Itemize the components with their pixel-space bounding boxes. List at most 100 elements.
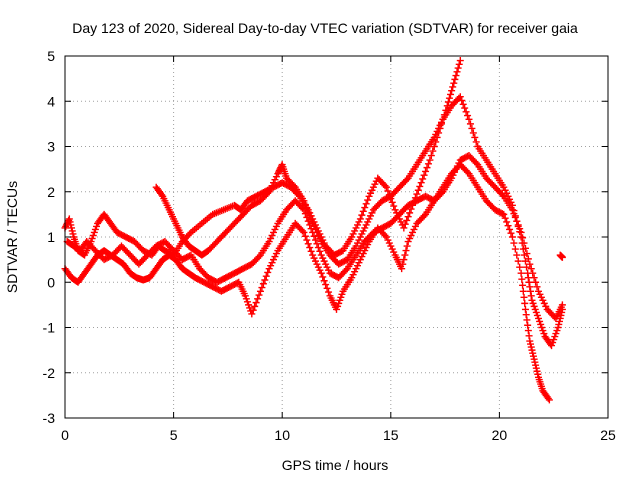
x-tick-label: 10 xyxy=(274,427,290,443)
data-point xyxy=(359,207,367,215)
data-point xyxy=(312,236,320,244)
data-point xyxy=(298,204,306,212)
data-point xyxy=(472,138,480,146)
data-point xyxy=(437,189,445,197)
data-point xyxy=(526,260,534,268)
data-point xyxy=(455,60,463,68)
data-point xyxy=(256,287,264,295)
data-point xyxy=(519,281,527,289)
data-point xyxy=(529,269,537,277)
data-point xyxy=(444,98,452,106)
data-point xyxy=(510,210,518,218)
data-point xyxy=(419,175,427,183)
data-point xyxy=(532,278,540,286)
data-point xyxy=(254,295,262,303)
data-point xyxy=(400,256,408,264)
data-point xyxy=(466,120,474,128)
data-point xyxy=(313,240,321,248)
data-point xyxy=(252,299,260,307)
data-point xyxy=(519,234,527,242)
data-point xyxy=(307,225,315,233)
data-point xyxy=(510,239,518,247)
data-point xyxy=(520,239,528,247)
y-tick-label: 3 xyxy=(47,139,55,155)
y-axis-label: SDTVAR / TECUs xyxy=(4,181,20,293)
data-point xyxy=(422,167,430,175)
data-point xyxy=(527,292,535,300)
data-point xyxy=(558,301,566,309)
data-point xyxy=(526,283,534,291)
data-point xyxy=(403,176,411,184)
data-point xyxy=(558,253,566,261)
data-point xyxy=(306,244,314,252)
data-point xyxy=(364,196,372,204)
data-point xyxy=(517,269,525,277)
data-point xyxy=(402,247,410,255)
data-point xyxy=(319,273,327,281)
data-point xyxy=(248,310,256,318)
data-point xyxy=(307,247,315,255)
data-point xyxy=(388,198,396,206)
data-point xyxy=(511,245,519,253)
y-tick-label: -2 xyxy=(43,365,56,381)
data-point xyxy=(511,213,519,221)
data-point xyxy=(525,278,533,286)
data-point xyxy=(456,57,464,65)
x-tick-label: 5 xyxy=(170,427,178,443)
x-tick-label: 0 xyxy=(61,427,69,443)
data-point xyxy=(498,210,506,218)
data-point xyxy=(264,268,272,276)
data-point xyxy=(524,255,532,263)
data-point xyxy=(249,306,257,314)
data-point xyxy=(449,83,457,91)
data-point xyxy=(454,64,462,72)
data-point xyxy=(361,204,369,212)
data-point xyxy=(303,236,311,244)
data-point xyxy=(304,240,312,248)
data-point xyxy=(255,291,263,299)
data-point xyxy=(468,124,476,132)
data-point xyxy=(469,129,477,137)
y-tick-label: 5 xyxy=(47,48,55,64)
data-point xyxy=(504,222,512,230)
data-point xyxy=(261,276,269,284)
axis-ticks: 0 5 10 15 20 25 -3 -2 -1 0 1 2 3 4 5 xyxy=(43,48,616,443)
data-point xyxy=(448,87,456,95)
data-point xyxy=(403,242,411,250)
data-point xyxy=(259,280,267,288)
data-point xyxy=(381,182,389,190)
data-point xyxy=(513,217,521,225)
data-point xyxy=(464,112,472,120)
data-point xyxy=(447,90,455,98)
data-point xyxy=(290,182,298,190)
data-point xyxy=(310,232,318,240)
data-point xyxy=(400,224,408,232)
y-tick-label: 0 xyxy=(47,274,55,290)
data-point xyxy=(323,284,331,292)
data-point xyxy=(501,214,509,222)
data-point xyxy=(503,218,511,226)
data-point xyxy=(404,213,412,221)
data-point xyxy=(413,190,421,198)
data-point xyxy=(317,269,325,277)
data-point xyxy=(530,274,538,282)
data-point xyxy=(322,281,330,289)
data-point xyxy=(306,221,314,229)
y-tick-label: -3 xyxy=(43,410,56,426)
data-point xyxy=(301,201,309,209)
data-point xyxy=(251,302,259,310)
data-point xyxy=(520,293,528,301)
data-point xyxy=(426,156,434,164)
data-point xyxy=(500,210,508,218)
y-tick-label: -1 xyxy=(43,320,56,336)
series-track-2 xyxy=(152,93,566,350)
data-point xyxy=(524,327,532,335)
data-point xyxy=(523,316,531,324)
plot-frame xyxy=(64,55,609,419)
series-track-5 xyxy=(556,251,566,261)
y-tick-label: 4 xyxy=(47,93,55,109)
data-point xyxy=(427,152,435,160)
data-point xyxy=(301,232,309,240)
data-point xyxy=(456,93,464,101)
